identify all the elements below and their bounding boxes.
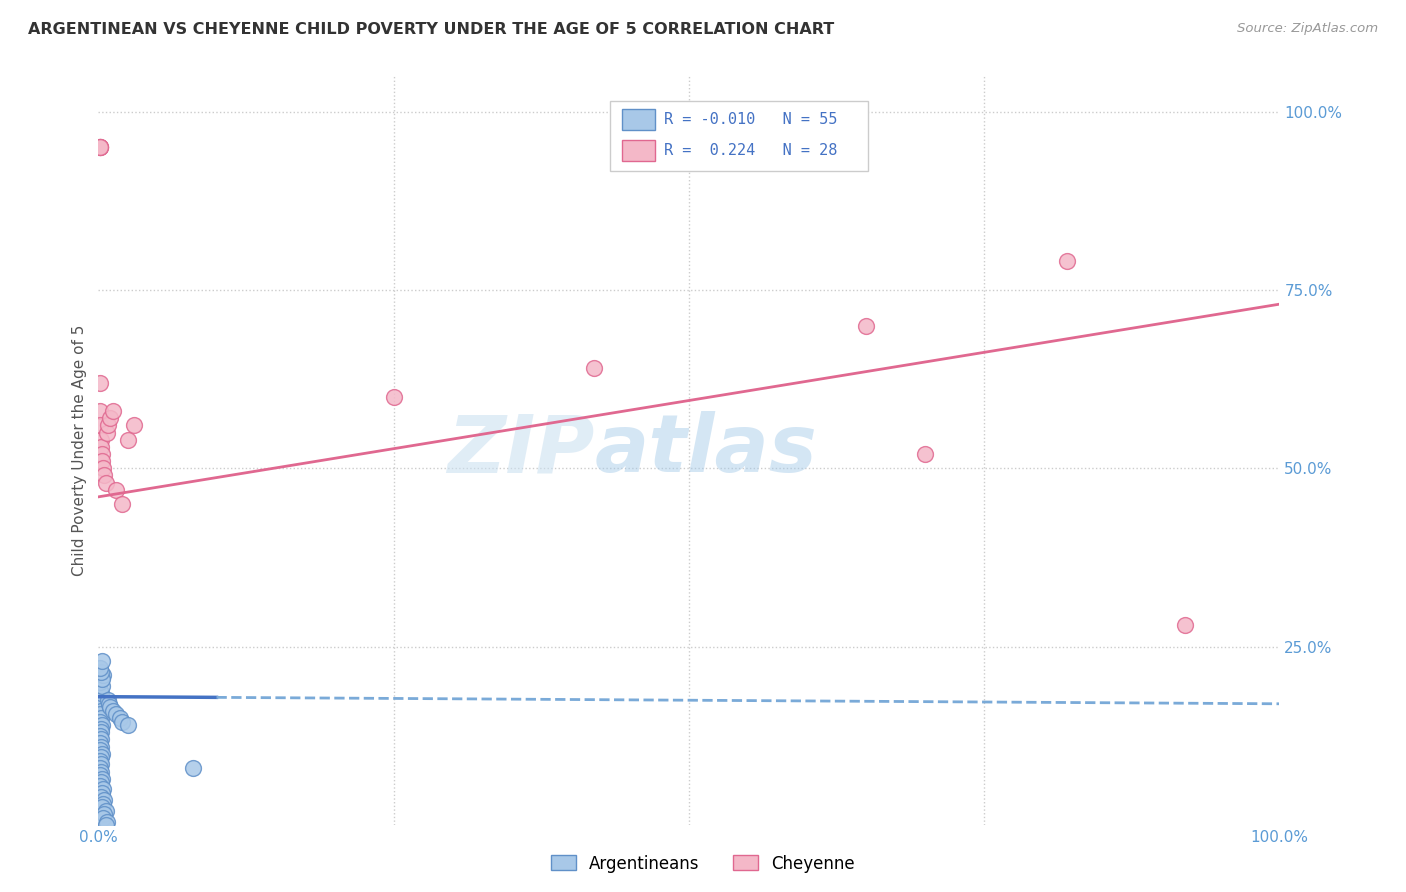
Point (97, 693, 120, 707)
Point (105, 707, 128, 722)
Y-axis label: Child Poverty Under the Age of 5: Child Poverty Under the Age of 5 (72, 325, 87, 576)
Point (91, 718, 114, 732)
Point (93, 793, 115, 807)
Point (94, 818, 117, 832)
Point (98, 697, 121, 711)
Text: atlas: atlas (595, 411, 817, 490)
Point (98, 411, 121, 425)
Point (89, 761, 111, 775)
Legend: Argentineans, Cheyenne: Argentineans, Cheyenne (544, 848, 862, 880)
Point (93, 807, 115, 822)
Point (108, 711, 131, 725)
Point (90, 732, 112, 747)
Point (90, 686, 112, 700)
Point (91, 447, 114, 461)
Text: ZIP: ZIP (447, 411, 595, 490)
Point (89, 140, 111, 154)
Point (90, 690, 112, 704)
Point (101, 404, 124, 418)
Point (91, 654, 114, 668)
Point (89, 743, 111, 757)
Point (91, 672, 114, 686)
Point (583, 361, 606, 376)
FancyBboxPatch shape (610, 101, 869, 171)
Point (855, 318, 877, 333)
Point (91, 811, 114, 825)
Point (89, 714, 111, 729)
Point (90, 665, 112, 679)
Text: ARGENTINEAN VS CHEYENNE CHILD POVERTY UNDER THE AGE OF 5 CORRELATION CHART: ARGENTINEAN VS CHEYENNE CHILD POVERTY UN… (28, 22, 834, 37)
Point (111, 714, 134, 729)
Point (89, 675, 111, 690)
Text: R = -0.010   N = 55: R = -0.010 N = 55 (664, 112, 838, 127)
Point (90, 739, 112, 754)
Point (90, 789, 112, 804)
Point (122, 418, 145, 433)
Point (91, 800, 114, 814)
Point (97, 418, 120, 433)
Point (90, 433, 112, 447)
Text: Source: ZipAtlas.com: Source: ZipAtlas.com (1237, 22, 1378, 36)
Point (89, 736, 111, 750)
Point (90, 750, 112, 764)
Point (1174, 618, 1197, 632)
Point (89, 661, 111, 675)
Text: R =  0.224   N = 28: R = 0.224 N = 28 (664, 143, 838, 158)
Point (91, 697, 114, 711)
Point (181, 761, 204, 775)
Point (90, 704, 112, 718)
Point (89, 707, 111, 722)
Point (89, 729, 111, 743)
Point (90, 725, 112, 739)
Point (89, 693, 111, 707)
Point (93, 468, 115, 483)
Point (89, 779, 111, 793)
Point (98, 700, 121, 714)
Point (91, 782, 114, 797)
Point (89, 682, 111, 697)
Point (91, 786, 114, 800)
Point (382, 390, 405, 404)
Point (117, 433, 139, 447)
Point (90, 440, 112, 454)
Point (91, 668, 114, 682)
FancyBboxPatch shape (621, 109, 655, 130)
Point (1056, 254, 1078, 268)
Point (90, 722, 112, 736)
Point (89, 418, 111, 433)
Point (101, 704, 124, 718)
Point (90, 711, 112, 725)
Point (90, 775, 112, 789)
Point (89, 140, 111, 154)
FancyBboxPatch shape (621, 140, 655, 161)
Point (89, 140, 111, 154)
Point (91, 797, 114, 811)
Point (90, 757, 112, 772)
Point (914, 447, 936, 461)
Point (90, 764, 112, 779)
Point (89, 754, 111, 768)
Point (91, 461, 114, 475)
Point (91, 679, 114, 693)
Point (89, 140, 111, 154)
Point (91, 747, 114, 761)
Point (89, 404, 111, 418)
Point (91, 772, 114, 786)
Point (96, 814, 118, 829)
Point (94, 475, 117, 490)
Point (117, 718, 139, 732)
Point (96, 425, 118, 440)
Point (89, 700, 111, 714)
Point (89, 768, 111, 782)
Point (89, 376, 111, 390)
Point (105, 483, 128, 497)
Point (111, 497, 134, 511)
Point (94, 804, 117, 818)
Point (91, 454, 114, 468)
